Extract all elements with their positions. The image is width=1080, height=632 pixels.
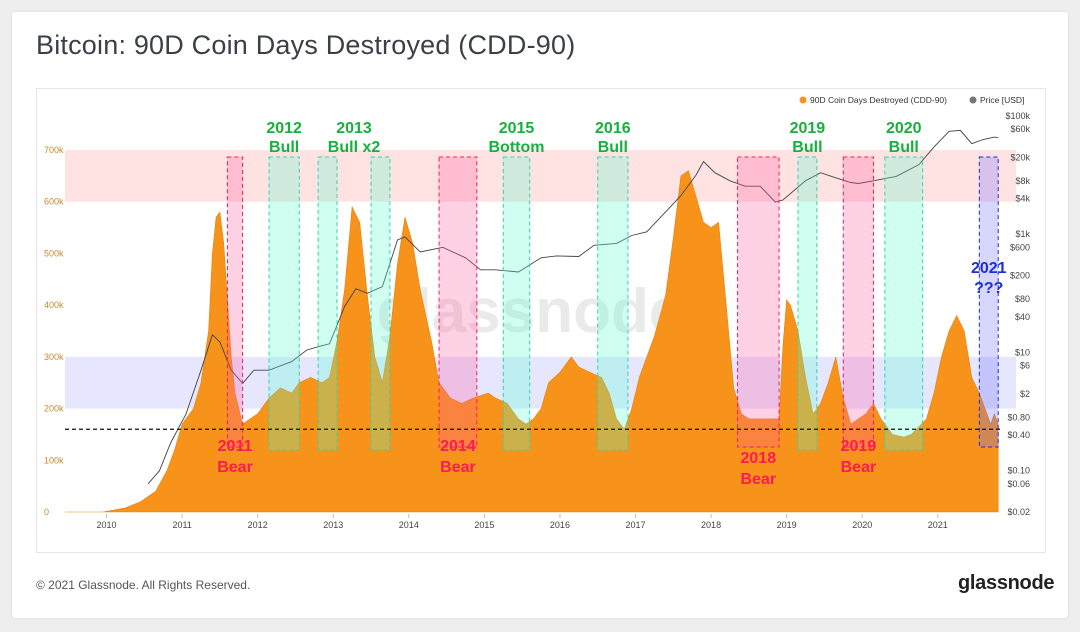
y-right-tick-label: $10	[1015, 347, 1030, 357]
bear-label-year: 2018	[741, 450, 777, 467]
y-left-tick-label: 400k	[44, 300, 64, 310]
bull-label-year: 2020	[886, 120, 922, 137]
y-right-tick-label: $8k	[1015, 176, 1030, 186]
bear-period-box	[226, 156, 244, 448]
y-right-tick-label: $1k	[1015, 229, 1030, 239]
bull-label-phase: Bull	[889, 139, 919, 156]
question-label-phase: ???	[974, 280, 1003, 297]
x-tick-label: 2012	[248, 520, 268, 530]
y-right-tick-label: $0.02	[1007, 507, 1030, 517]
legend-marker-price	[969, 96, 977, 104]
x-tick-label: 2010	[97, 520, 117, 530]
bull-label-phase: Bull	[598, 139, 628, 156]
bear-label-phase: Bear	[841, 459, 877, 476]
y-right-tick-label: $60k	[1010, 124, 1030, 134]
red-zone-band	[65, 150, 1016, 202]
bull-label-phase: Bull	[269, 139, 299, 156]
question-label-year: 2021	[971, 260, 1007, 277]
legend-label-cdd: 90D Coin Days Destroyed (CDD-90)	[810, 95, 947, 105]
y-right-tick-label: $6	[1020, 361, 1030, 371]
x-tick-label: 2020	[852, 520, 872, 530]
bull-period-box	[268, 156, 300, 451]
bear-label-year: 2014	[440, 438, 476, 455]
bear-period-box	[438, 156, 478, 448]
bear-period-box	[842, 156, 875, 448]
chart-card	[12, 12, 1068, 618]
bull-label-year: 2013	[336, 120, 372, 137]
chart-frame	[36, 88, 1046, 553]
y-left-tick-label: 100k	[44, 455, 64, 465]
x-tick-label: 2013	[323, 520, 343, 530]
bull-label-year: 2016	[595, 120, 631, 137]
price-line-series	[147, 129, 999, 485]
bull-label-phase: Bottom	[489, 139, 545, 156]
y-right-tick-label: $20k	[1010, 152, 1030, 162]
bear-label-year: 2011	[218, 438, 253, 455]
y-left-tick-label: 300k	[44, 352, 64, 362]
y-right-tick-label: $0.10	[1007, 466, 1030, 476]
x-tick-label: 2014	[399, 520, 419, 530]
page-title: Bitcoin: 90D Coin Days Destroyed (CDD-90…	[36, 30, 576, 60]
bull-label-phase: Bull x2	[328, 139, 381, 156]
x-tick-label: 2015	[474, 520, 494, 530]
legend-marker-cdd	[799, 96, 807, 104]
cdd-area-series	[65, 170, 999, 513]
y-left-tick-label: 500k	[44, 248, 64, 258]
y-left-tick-label: 200k	[44, 404, 64, 414]
bull-period-box	[502, 156, 531, 451]
y-right-tick-label: $200	[1010, 271, 1030, 281]
bull-label-phase: Bull	[792, 139, 822, 156]
y-right-tick-label: $600	[1010, 242, 1030, 252]
bear-label-year: 2019	[841, 438, 877, 455]
question-period-box	[978, 156, 999, 448]
x-tick-label: 2016	[550, 520, 570, 530]
y-left-tick-label: 700k	[44, 145, 64, 155]
x-tick-label: 2021	[928, 520, 948, 530]
y-left-tick-label: 600k	[44, 197, 64, 207]
bull-period-box	[597, 156, 629, 451]
bear-period-box	[737, 156, 780, 448]
bear-label-phase: Bear	[217, 459, 253, 476]
bear-label-phase: Bear	[741, 471, 777, 488]
bull-period-box	[797, 156, 818, 451]
x-tick-label: 2017	[625, 520, 645, 530]
x-tick-label: 2011	[172, 520, 191, 530]
y-right-tick-label: $4k	[1015, 194, 1030, 204]
y-right-tick-label: $0.80	[1007, 412, 1030, 422]
bull-period-box	[370, 156, 391, 451]
y-right-tick-label: $0.40	[1007, 430, 1030, 440]
y-right-tick-label: $100k	[1005, 111, 1030, 121]
legend-label-price: Price [USD]	[980, 95, 1024, 105]
bull-period-box	[317, 156, 338, 451]
glassnode-logo: glassnode	[958, 572, 1055, 594]
y-right-tick-label: $40	[1015, 312, 1030, 322]
y-right-tick-label: $80	[1015, 294, 1030, 304]
x-tick-label: 2019	[777, 520, 797, 530]
bull-label-year: 2015	[499, 120, 535, 137]
x-tick-label: 2018	[701, 520, 721, 530]
bull-label-year: 2019	[790, 120, 826, 137]
y-right-tick-label: $0.06	[1007, 479, 1030, 489]
y-right-tick-label: $2	[1020, 389, 1030, 399]
y-left-tick-label: 0	[44, 507, 49, 517]
bear-label-phase: Bear	[440, 459, 476, 476]
bull-label-year: 2012	[266, 120, 302, 137]
bull-period-box	[884, 156, 924, 451]
copyright-text: © 2021 Glassnode. All Rights Reserved.	[36, 578, 251, 592]
